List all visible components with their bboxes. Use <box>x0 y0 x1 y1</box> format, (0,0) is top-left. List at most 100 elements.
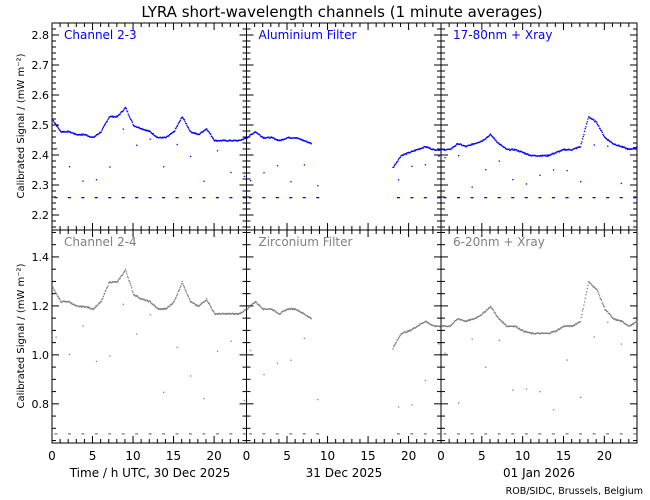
data-point <box>587 284 589 287</box>
data-point <box>562 326 564 328</box>
data-point <box>287 136 289 139</box>
data-point <box>160 308 162 311</box>
data-point <box>218 312 220 315</box>
data-point <box>596 290 599 292</box>
data-point <box>279 313 281 315</box>
data-point <box>502 321 505 324</box>
data-point <box>425 146 427 148</box>
data-point <box>450 324 452 326</box>
data-point <box>297 137 300 140</box>
data-point <box>101 298 103 301</box>
data-point <box>81 305 84 308</box>
data-point <box>414 150 416 152</box>
data-point <box>407 330 410 332</box>
data-point <box>468 318 471 321</box>
data-point <box>293 308 296 311</box>
data-point <box>525 331 527 333</box>
dropout-point <box>81 197 85 199</box>
data-point <box>605 138 607 140</box>
data-point <box>95 305 98 308</box>
data-point <box>481 312 484 315</box>
data-point <box>228 312 231 315</box>
data-point <box>62 131 64 133</box>
data-point <box>535 155 537 157</box>
data-point <box>288 136 290 138</box>
data-point <box>119 277 121 280</box>
data-point <box>424 146 427 148</box>
data-point <box>238 312 240 315</box>
dropout-point <box>423 197 427 199</box>
data-point <box>576 146 578 149</box>
data-point <box>519 151 521 153</box>
data-point <box>247 137 249 139</box>
data-point <box>498 318 501 321</box>
data-point <box>146 130 148 132</box>
data-point <box>627 325 629 327</box>
data-point <box>283 138 285 141</box>
y-tick-label: 2.8 <box>32 29 50 42</box>
data-point <box>499 318 501 321</box>
data-point <box>270 308 273 310</box>
data-point <box>309 317 312 319</box>
data-point <box>589 282 591 284</box>
data-point <box>261 136 263 138</box>
data-point <box>260 136 262 138</box>
data-point <box>91 308 93 310</box>
data-point <box>466 320 468 323</box>
data-point <box>186 125 188 127</box>
data-point <box>394 163 396 165</box>
data-point <box>197 133 199 136</box>
data-point <box>95 135 97 137</box>
data-point <box>156 136 158 138</box>
data-point <box>234 313 236 315</box>
data-point <box>236 139 238 142</box>
data-point <box>437 325 439 327</box>
data-point <box>114 116 117 118</box>
data-point <box>578 146 580 148</box>
data-point <box>596 122 598 124</box>
data-point <box>305 140 307 143</box>
data-point <box>310 143 312 145</box>
data-point <box>272 309 274 311</box>
data-point <box>203 397 205 400</box>
data-point <box>498 339 500 342</box>
data-point <box>97 133 100 135</box>
data-point <box>441 325 443 327</box>
data-point <box>447 148 450 150</box>
x-axis-label-day3: 01 Jan 2026 <box>503 466 575 480</box>
data-point <box>420 148 423 150</box>
data-point <box>234 139 236 141</box>
data-point <box>515 148 518 151</box>
data-point <box>150 302 152 304</box>
data-point <box>295 137 298 139</box>
data-point <box>131 287 133 289</box>
data-point <box>566 149 568 151</box>
data-point <box>176 293 179 295</box>
data-point <box>613 318 615 321</box>
data-point <box>534 154 536 156</box>
data-point <box>447 325 449 328</box>
data-point <box>214 313 216 315</box>
data-point <box>129 118 131 120</box>
dropout-point <box>162 433 166 435</box>
dropout-point <box>135 433 139 435</box>
data-point <box>120 276 122 278</box>
data-point <box>493 311 495 313</box>
dropout-point <box>410 433 414 435</box>
data-point <box>636 320 638 323</box>
data-point <box>124 107 126 109</box>
dropout-point <box>289 433 293 435</box>
data-point <box>251 133 254 135</box>
data-point <box>460 319 462 321</box>
data-point <box>167 306 169 308</box>
data-point <box>151 303 154 305</box>
data-point <box>566 359 568 361</box>
data-point <box>436 325 438 327</box>
data-point <box>285 309 287 311</box>
data-point <box>73 304 75 306</box>
data-point <box>600 130 603 132</box>
data-point <box>99 131 102 134</box>
data-point <box>580 316 582 319</box>
dropout-point <box>81 433 85 435</box>
data-point <box>237 139 240 142</box>
